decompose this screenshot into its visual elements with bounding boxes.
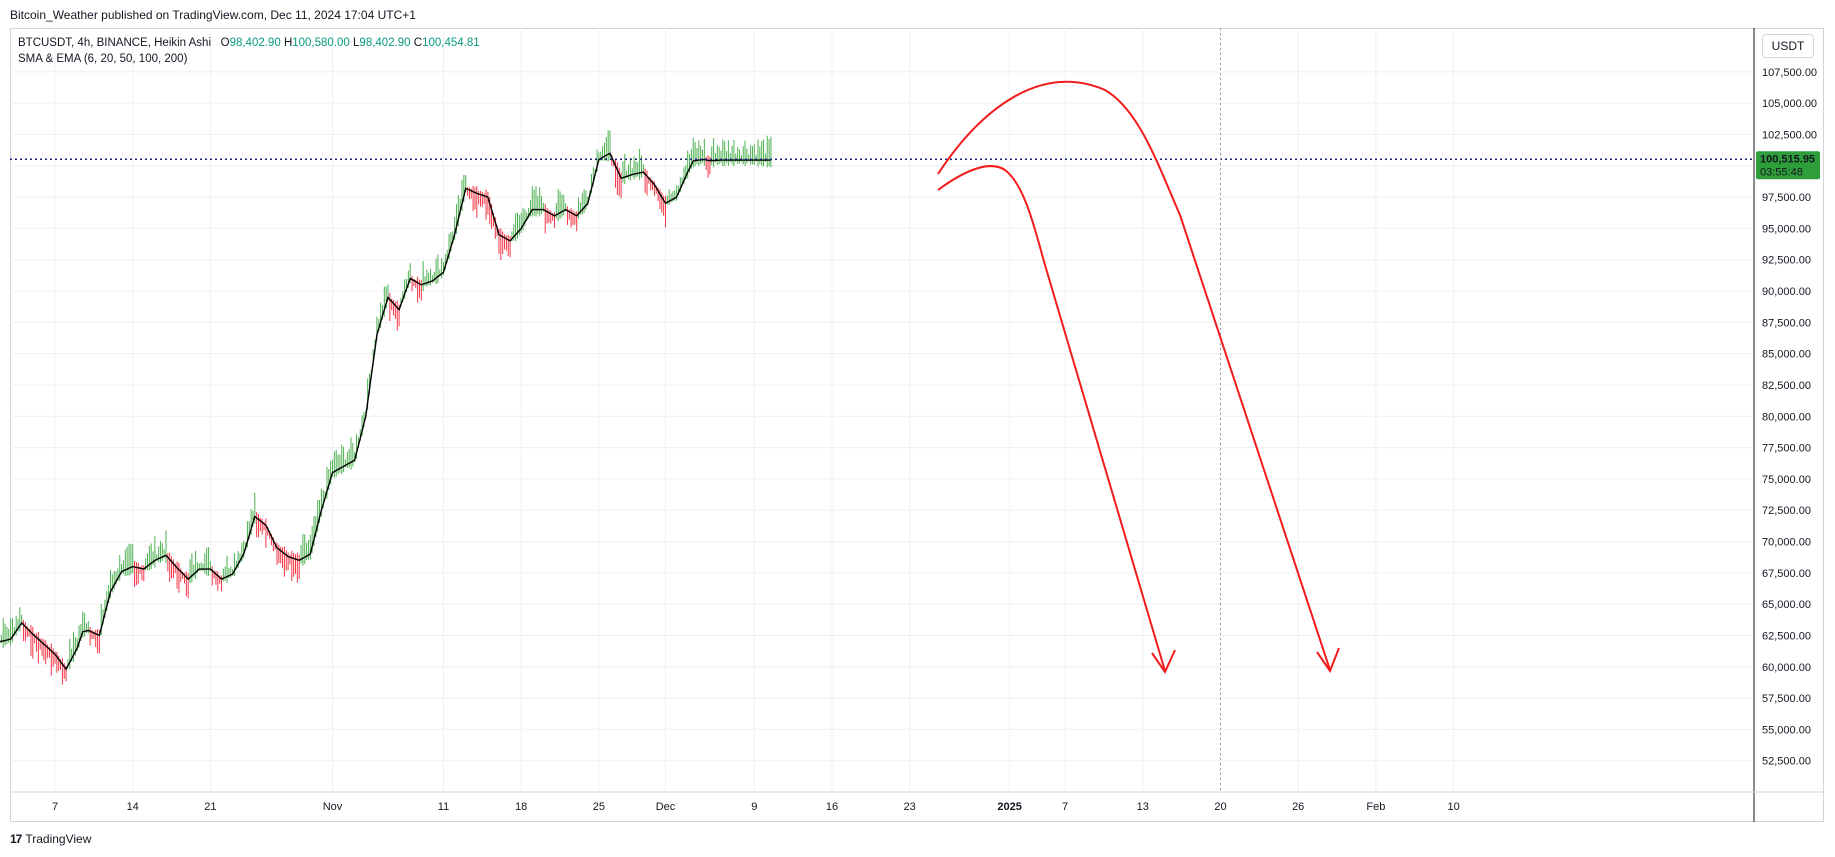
- legend-open-value: 98,402.90: [229, 37, 281, 49]
- legend-close-label: C: [413, 37, 423, 49]
- publish-line: Bitcoin_Weather published on TradingView…: [10, 8, 416, 22]
- legend-low-value: 98,402.90: [359, 37, 411, 49]
- y-tick-label: 67,500.00: [1762, 568, 1811, 580]
- price-badge-countdown: 03:55:48: [1760, 166, 1803, 178]
- price-badge-background: [1756, 151, 1820, 180]
- y-tick-label: 105,000.00: [1762, 98, 1817, 110]
- legend-high-value: 100,580.00: [292, 37, 350, 49]
- currency-selector[interactable]: USDT: [1762, 34, 1814, 58]
- forecast-drawings: [937, 80, 1340, 675]
- forecast-curve-small: [937, 165, 1166, 672]
- x-tick-label: 7: [52, 801, 58, 813]
- grid-lines: [10, 28, 1752, 792]
- y-tick-label: 75,000.00: [1762, 474, 1811, 486]
- y-tick-label: 70,000.00: [1762, 537, 1811, 549]
- legend-close-value: 100,454.81: [422, 37, 480, 49]
- y-tick-label: 95,000.00: [1762, 223, 1811, 235]
- arrowhead-small-icon: [1151, 649, 1176, 675]
- footer-branding[interactable]: 17 TradingView: [10, 832, 91, 846]
- x-tick-label: 11: [438, 801, 449, 813]
- legend-high-label: H: [283, 37, 293, 49]
- legend-symbol[interactable]: BTCUSDT, 4h, BINANCE, Heikin Ashi: [18, 37, 212, 49]
- y-tick-label: 55,000.00: [1762, 724, 1811, 736]
- x-tick-label: 2025: [997, 801, 1021, 813]
- legend-symbol-row: BTCUSDT, 4h, BINANCE, Heikin Ashi O98,40…: [18, 35, 480, 51]
- y-tick-label: 107,500.00: [1762, 67, 1817, 79]
- y-tick-label: 90,000.00: [1762, 286, 1811, 298]
- y-tick-label: 57,500.00: [1762, 693, 1811, 705]
- chart-frame: [10, 28, 1824, 822]
- y-tick-label: 60,000.00: [1762, 662, 1811, 674]
- chart-legend: BTCUSDT, 4h, BINANCE, Heikin Ashi O98,40…: [18, 35, 480, 67]
- x-tick-label: 7: [1062, 801, 1068, 813]
- x-tick-label: 9: [751, 801, 757, 813]
- price-badge-value: 100,515.95: [1760, 153, 1815, 165]
- y-tick-label: 87,500.00: [1762, 317, 1811, 329]
- y-tick-label: 65,000.00: [1762, 599, 1811, 611]
- time-axis[interactable]: 7 14 21 Nov 11 18 25 Dec 9 16 23 2025 7 13 20 26 Feb 10: [52, 801, 1460, 813]
- x-tick-label: 23: [904, 801, 916, 813]
- y-tick-label: 85,000.00: [1762, 349, 1811, 361]
- x-tick-label: 26: [1292, 801, 1304, 813]
- y-tick-label: 62,500.00: [1762, 630, 1811, 642]
- x-tick-label: 20: [1214, 801, 1226, 813]
- x-tick-label: 14: [127, 801, 139, 813]
- arrowhead-large-icon: [1316, 647, 1340, 674]
- y-tick-label: 97,500.00: [1762, 192, 1811, 204]
- y-tick-label: 82,500.00: [1762, 380, 1811, 392]
- x-tick-label: 18: [515, 801, 527, 813]
- price-badge: 100,515.95 03:55:48: [1756, 151, 1820, 180]
- footer-brand: TradingView: [25, 832, 92, 846]
- x-tick-label: 21: [204, 801, 216, 813]
- candle-series: [0, 130, 772, 685]
- legend-indicator[interactable]: SMA & EMA (6, 20, 50, 100, 200): [18, 53, 188, 65]
- x-tick-label: Dec: [656, 801, 676, 813]
- forecast-curve-large: [937, 80, 1331, 671]
- y-tick-label: 77,500.00: [1762, 443, 1811, 455]
- legend-low-label: L: [353, 37, 360, 49]
- y-tick-label: 52,500.00: [1762, 756, 1811, 768]
- x-tick-label: 16: [826, 801, 838, 813]
- x-tick-label: 10: [1447, 801, 1459, 813]
- tradingview-logo-icon: 17: [10, 832, 22, 846]
- x-tick-label: Nov: [323, 801, 343, 813]
- x-tick-label: Feb: [1366, 801, 1385, 813]
- x-tick-label: 13: [1137, 801, 1149, 813]
- y-tick-label: 102,500.00: [1762, 129, 1817, 141]
- y-tick-label: 92,500.00: [1762, 255, 1811, 267]
- moving-average-line: [0, 152, 771, 671]
- y-tick-label: 72,500.00: [1762, 505, 1811, 517]
- y-tick-label: 80,000.00: [1762, 411, 1811, 423]
- x-tick-label: 25: [593, 801, 605, 813]
- legend-open-label: O: [220, 37, 230, 49]
